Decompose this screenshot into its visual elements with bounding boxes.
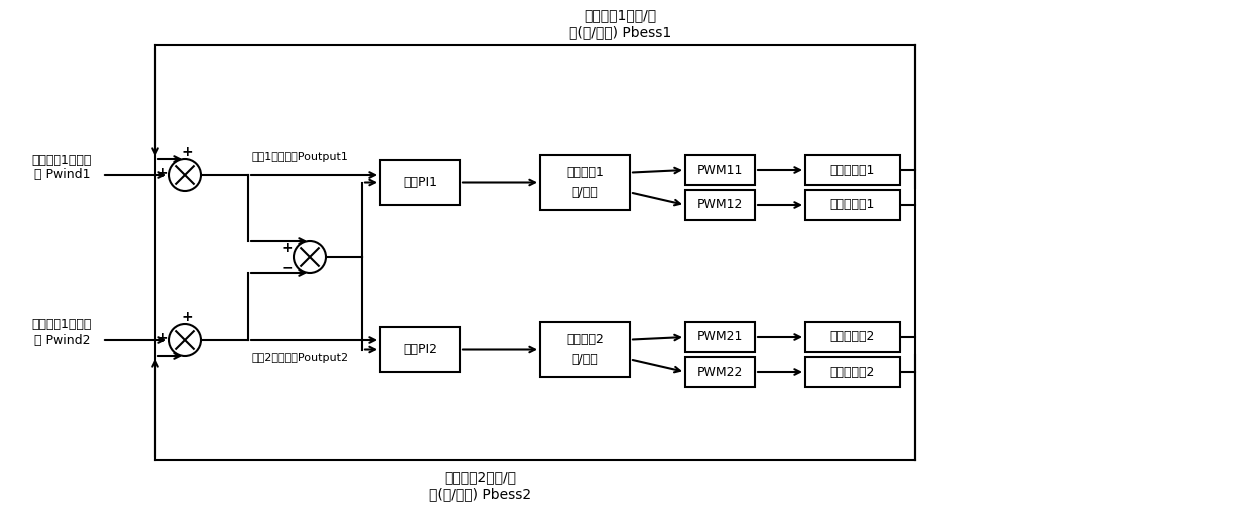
Text: 风电机组1输出功: 风电机组1输出功: [32, 153, 92, 166]
Text: PWM21: PWM21: [696, 331, 743, 344]
Text: 储能系统2: 储能系统2: [566, 333, 603, 346]
Text: +: +: [181, 310, 193, 324]
Text: 率 Pwind2: 率 Pwind2: [33, 334, 90, 347]
Text: +: +: [156, 331, 167, 345]
Text: 充/放电: 充/放电: [571, 353, 598, 366]
Text: +: +: [281, 241, 292, 255]
Bar: [540, 155, 629, 210]
Text: +: +: [156, 166, 167, 180]
Bar: [380, 160, 460, 205]
Text: 储能系统1: 储能系统1: [566, 166, 603, 179]
Text: 智能PI2: 智能PI2: [403, 343, 437, 356]
Bar: [685, 155, 755, 185]
Bar: [540, 322, 629, 377]
Text: 充/放电: 充/放电: [571, 186, 598, 199]
Bar: [685, 357, 755, 387]
Text: PWM11: PWM11: [696, 163, 743, 177]
Text: 区域1输出功率Poutput1: 区域1输出功率Poutput1: [252, 152, 348, 162]
Bar: [685, 190, 755, 220]
Text: 出(冲/放电) Pbess1: 出(冲/放电) Pbess1: [569, 25, 672, 39]
Text: 降压变换器1: 降压变换器1: [830, 163, 875, 177]
Text: 率 Pwind1: 率 Pwind1: [33, 168, 90, 181]
Text: 风电机组1输出功: 风电机组1输出功: [32, 318, 92, 332]
Text: 降压变换器2: 降压变换器2: [830, 331, 875, 344]
Text: PWM22: PWM22: [696, 366, 743, 379]
Bar: [805, 357, 900, 387]
Text: 升压变换器1: 升压变换器1: [830, 198, 875, 212]
Text: 储能系统2输入/输: 储能系统2输入/输: [444, 470, 515, 484]
Bar: [805, 190, 900, 220]
Circle shape: [169, 324, 201, 356]
Text: PWM12: PWM12: [696, 198, 743, 212]
Text: 升压变换器2: 升压变换器2: [830, 366, 875, 379]
Text: 智能PI1: 智能PI1: [403, 176, 437, 189]
Circle shape: [294, 241, 326, 273]
Text: +: +: [181, 145, 193, 159]
Text: −: −: [281, 260, 292, 274]
Circle shape: [169, 159, 201, 191]
Text: 储能系统1输入/输: 储能系统1输入/输: [584, 8, 657, 22]
Bar: [685, 322, 755, 352]
Bar: [380, 327, 460, 372]
Bar: [805, 155, 900, 185]
Text: 出(冲/放电) Pbess2: 出(冲/放电) Pbess2: [429, 487, 532, 501]
Bar: [805, 322, 900, 352]
Text: 区域2输出功率Poutput2: 区域2输出功率Poutput2: [252, 353, 348, 363]
